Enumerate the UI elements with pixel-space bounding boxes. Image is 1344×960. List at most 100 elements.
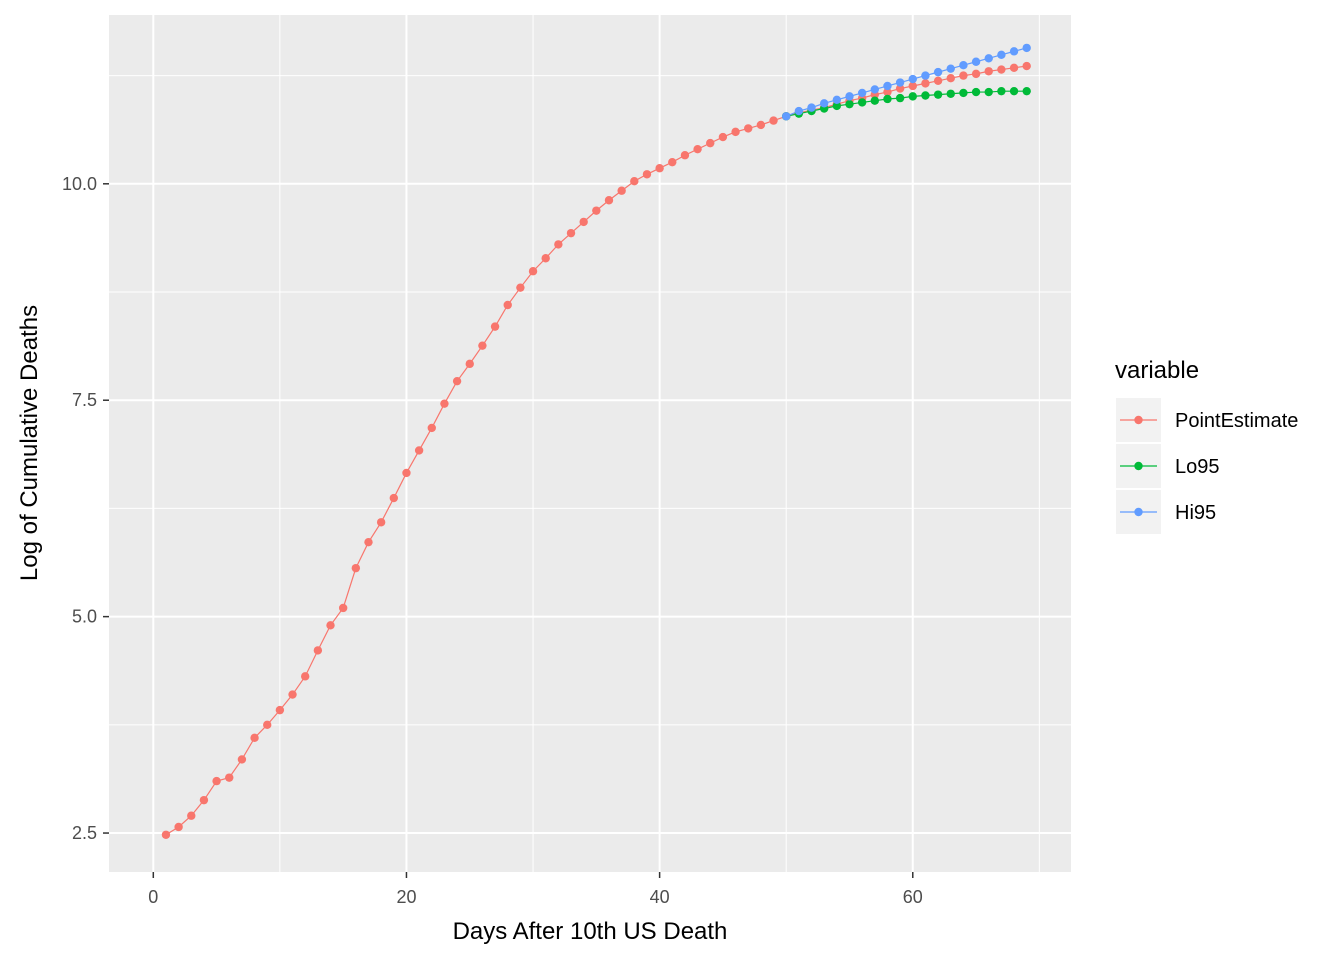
data-point-pointestimate [288,690,297,699]
legend-label-pointestimate: PointEstimate [1175,410,1298,432]
x-tick-label: 0 [148,887,158,907]
y-axis: 2.5 5.0 7.5 10.0 [62,174,109,843]
data-point-lo95 [946,89,955,98]
data-point-pointestimate [440,399,449,408]
data-point-pointestimate [946,73,955,83]
data-point-lo95 [832,101,842,111]
data-point-pointestimate [642,170,652,179]
x-tick-label: 20 [396,887,416,907]
data-point-pointestimate [161,830,171,839]
grid-major [109,15,1071,872]
x-axis-title: Days After 10th US Death [453,918,728,945]
data-point-pointestimate [680,151,690,160]
data-point-pointestimate [263,720,272,730]
data-point-pointestimate [731,127,740,137]
data-point-lo95 [845,99,854,109]
data-point-lo95 [857,98,867,107]
data-point-hi95 [870,85,880,94]
y-tick-label: 2.5 [72,823,97,843]
data-point-pointestimate [959,71,968,80]
data-point-pointestimate [313,646,323,655]
data-point-hi95 [895,78,905,87]
data-point-hi95 [984,54,993,63]
data-point-pointestimate [338,603,348,613]
data-point-pointestimate [756,120,766,130]
x-axis: 0 20 40 60 [148,872,923,907]
data-point-lo95 [895,93,905,103]
data-point-pointestimate [718,132,728,142]
data-point-lo95 [959,88,968,98]
data-point-pointestimate [364,537,373,547]
data-point-hi95 [997,50,1006,60]
data-point-hi95 [845,92,854,101]
data-point-pointestimate [579,217,588,227]
data-point-pointestimate [630,177,639,186]
data-point-pointestimate [933,76,943,85]
data-point-hi95 [971,57,981,66]
data-point-lo95 [984,87,993,97]
data-point-pointestimate [997,65,1006,74]
y-tick-label: 5.0 [72,607,97,627]
data-point-pointestimate [1022,61,1031,71]
data-point-pointestimate [617,186,626,195]
data-point-hi95 [857,88,867,98]
legend-marker-pointestimate [1134,415,1143,425]
plot-panel [109,15,1071,872]
data-point-pointestimate [275,705,285,715]
legend: variable PointEstimate Lo95 Hi95 [1115,357,1298,534]
data-point-lo95 [921,91,930,100]
data-point-pointestimate [300,672,310,681]
data-point-pointestimate [883,87,892,97]
data-point-pointestimate [237,755,247,764]
data-point-pointestimate [592,206,601,215]
data-point-lo95 [883,94,892,104]
data-point-pointestimate [212,776,221,786]
data-point-hi95 [1022,43,1031,53]
data-point-pointestimate [187,811,196,820]
data-point-hi95 [933,67,943,77]
y-axis-title: Log of Cumulative Deaths [16,305,43,581]
x-tick-label: 60 [903,887,923,907]
data-point-pointestimate [566,228,576,238]
data-point-pointestimate [554,240,563,249]
data-point-pointestimate [376,518,386,527]
legend-title: variable [1115,357,1199,384]
data-point-pointestimate [503,300,512,310]
data-point-lo95 [908,92,917,101]
data-point-pointestimate [744,124,753,133]
data-point-hi95 [921,71,930,80]
data-point-pointestimate [250,733,259,743]
data-point-pointestimate [668,157,677,167]
data-point-pointestimate [655,164,664,173]
series-layer [161,43,1031,839]
data-point-pointestimate [174,822,183,832]
data-point-pointestimate [427,423,436,433]
data-point-pointestimate [971,69,981,79]
data-point-pointestimate [225,773,234,782]
data-point-pointestimate [414,446,424,455]
data-point-pointestimate [402,468,411,478]
data-point-pointestimate [908,81,917,91]
data-point-pointestimate [199,795,209,805]
data-point-lo95 [997,86,1006,96]
data-point-hi95 [959,61,968,70]
data-point-hi95 [781,112,791,121]
data-point-hi95 [946,64,955,73]
data-point-pointestimate [351,563,361,573]
y-tick-label: 10.0 [62,174,97,194]
data-point-pointestimate [452,376,462,386]
data-point-hi95 [819,99,829,108]
data-point-hi95 [794,106,804,116]
data-point-pointestimate [389,493,399,503]
data-point-lo95 [933,90,943,99]
data-point-hi95 [908,74,917,84]
data-point-pointestimate [693,144,702,154]
data-point-pointestimate [465,359,474,369]
data-point-pointestimate [478,341,487,350]
data-point-hi95 [807,103,816,112]
data-point-hi95 [1009,47,1019,56]
data-point-pointestimate [1009,63,1019,73]
data-point-pointestimate [326,621,335,630]
data-point-pointestimate [604,196,614,205]
